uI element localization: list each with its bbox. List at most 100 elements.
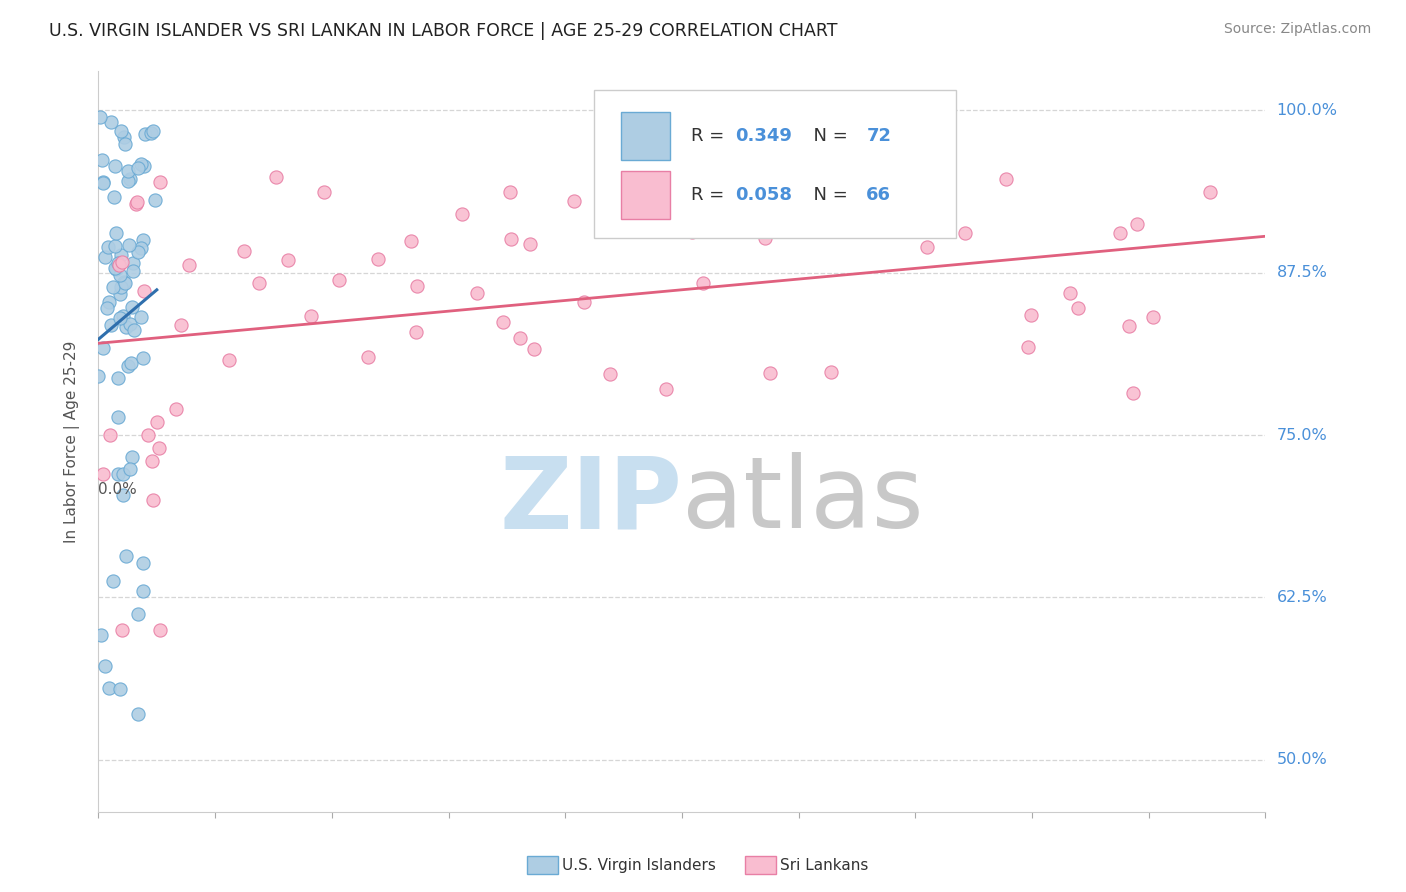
- Point: [406, 279, 429, 293]
- Point: [93, 250, 115, 264]
- Point: [114, 137, 136, 152]
- Point: [692, 276, 714, 290]
- Point: [108, 258, 131, 272]
- Point: [127, 161, 149, 175]
- Point: [149, 175, 172, 189]
- Point: [328, 273, 350, 287]
- Text: U.S. Virgin Islanders: U.S. Virgin Islanders: [562, 858, 716, 872]
- Point: [122, 255, 145, 269]
- Point: [110, 124, 132, 138]
- Point: [499, 231, 522, 245]
- Point: [655, 382, 678, 396]
- Point: [117, 173, 139, 187]
- Point: [98, 681, 121, 695]
- FancyBboxPatch shape: [621, 170, 671, 219]
- Point: [127, 607, 149, 621]
- Point: [132, 233, 155, 247]
- Point: [915, 239, 938, 253]
- Point: [136, 428, 159, 442]
- Point: [149, 623, 172, 637]
- Y-axis label: In Labor Force | Age 25-29: In Labor Force | Age 25-29: [63, 341, 80, 542]
- Point: [509, 331, 531, 345]
- Point: [110, 681, 132, 696]
- Point: [89, 110, 111, 124]
- Point: [108, 310, 131, 325]
- Point: [132, 159, 155, 173]
- Point: [681, 225, 703, 239]
- Point: [1122, 385, 1144, 400]
- Point: [399, 234, 422, 248]
- Point: [118, 317, 141, 331]
- Point: [450, 206, 472, 220]
- Point: [111, 467, 134, 481]
- Point: [845, 192, 868, 206]
- Point: [467, 285, 489, 300]
- Text: atlas: atlas: [682, 452, 924, 549]
- Point: [90, 628, 112, 642]
- Point: [91, 153, 114, 167]
- Point: [91, 175, 114, 189]
- Text: N =: N =: [801, 186, 853, 204]
- FancyBboxPatch shape: [621, 112, 671, 160]
- Point: [599, 367, 621, 381]
- Point: [754, 231, 776, 245]
- Point: [110, 279, 132, 293]
- Point: [107, 255, 129, 269]
- Point: [1142, 310, 1164, 324]
- Text: 72: 72: [866, 127, 891, 145]
- Point: [775, 202, 797, 216]
- Point: [122, 264, 145, 278]
- Text: Sri Lankans: Sri Lankans: [780, 858, 869, 872]
- Text: 0.349: 0.349: [735, 127, 793, 145]
- Point: [107, 409, 129, 424]
- Point: [169, 318, 191, 332]
- Point: [91, 341, 114, 355]
- Point: [115, 319, 138, 334]
- Point: [129, 241, 152, 255]
- Text: Source: ZipAtlas.com: Source: ZipAtlas.com: [1223, 22, 1371, 37]
- Point: [141, 454, 163, 468]
- Text: R =: R =: [692, 186, 730, 204]
- Point: [115, 549, 138, 563]
- Point: [145, 193, 167, 207]
- Point: [101, 280, 124, 294]
- Point: [114, 276, 136, 290]
- Point: [111, 255, 134, 269]
- Point: [872, 205, 894, 219]
- Text: 50.0%: 50.0%: [1277, 752, 1327, 767]
- Point: [676, 223, 699, 237]
- Point: [107, 467, 129, 481]
- Text: 0.058: 0.058: [735, 186, 793, 204]
- Point: [607, 196, 630, 211]
- Point: [165, 402, 187, 417]
- Point: [562, 194, 585, 208]
- Point: [132, 351, 155, 366]
- Point: [142, 124, 165, 138]
- Point: [759, 366, 782, 380]
- Point: [148, 441, 170, 455]
- Text: 0.0%: 0.0%: [98, 483, 138, 497]
- Point: [125, 195, 148, 210]
- Point: [120, 356, 142, 370]
- Point: [107, 371, 129, 385]
- Point: [232, 244, 254, 259]
- Point: [111, 309, 134, 323]
- Point: [101, 574, 124, 588]
- Point: [131, 557, 153, 571]
- Point: [104, 239, 127, 253]
- Point: [121, 300, 143, 314]
- Point: [104, 261, 127, 276]
- Point: [91, 176, 114, 190]
- Point: [97, 240, 120, 254]
- Point: [129, 157, 152, 171]
- Point: [93, 467, 115, 481]
- Point: [312, 185, 335, 199]
- Text: 75.0%: 75.0%: [1277, 427, 1327, 442]
- Point: [247, 276, 270, 290]
- Point: [127, 706, 149, 721]
- Point: [112, 275, 135, 289]
- Point: [523, 342, 546, 356]
- Point: [117, 164, 139, 178]
- Point: [405, 325, 427, 339]
- Point: [124, 323, 146, 337]
